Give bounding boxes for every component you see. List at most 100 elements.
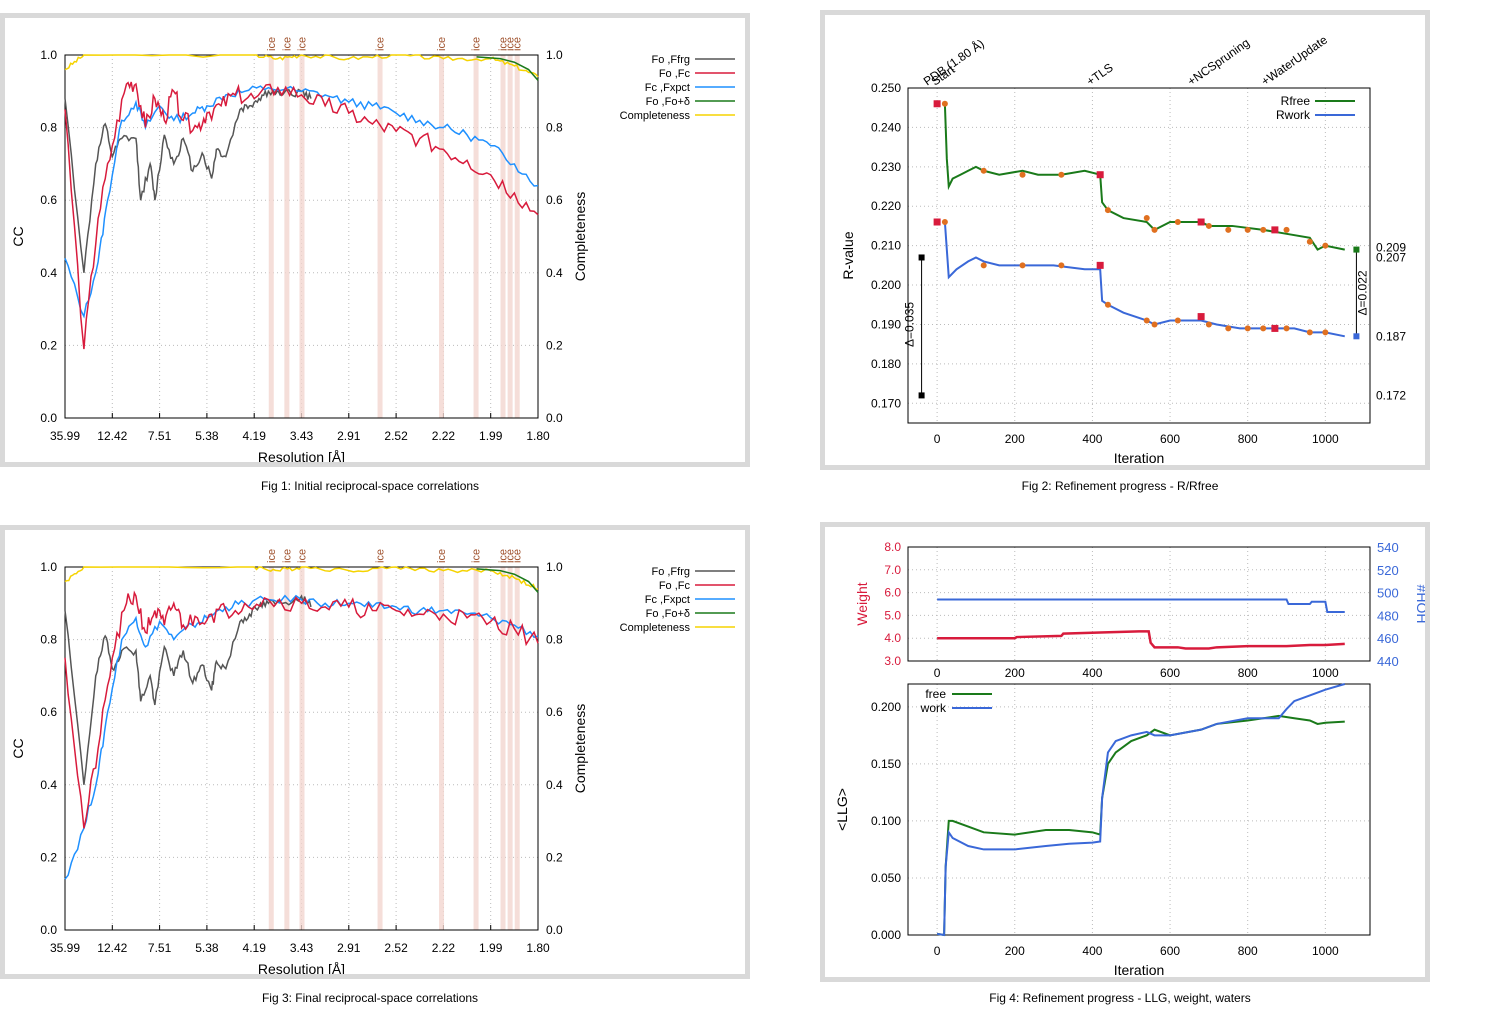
stage-marker [1096, 171, 1104, 179]
x-tick-label: 0 [934, 432, 941, 446]
y-tick-label: 3.0 [884, 654, 901, 668]
y2-tick-label: 500 [1377, 586, 1399, 601]
ice-band [299, 55, 305, 418]
iteration-marker [1143, 317, 1150, 324]
y-tick-label: 0.100 [871, 814, 901, 828]
x-tick-label: 3.43 [290, 429, 314, 443]
legend-label: Fo ,Ffrg [651, 566, 690, 578]
series-line-comp [64, 566, 539, 591]
y-tick-label: 0.200 [871, 278, 901, 292]
ice-label: ice [505, 37, 517, 51]
x-tick-label: 35.99 [50, 941, 80, 955]
y-tick-label: 0.170 [871, 396, 901, 410]
iteration-marker [1205, 222, 1212, 229]
x-tick-label: 2.91 [337, 941, 361, 955]
fig4-chart: 0 200 400 600 800 1000 3.0 4.0 5.0 6.0 7.0 8.0 440 46… [834, 540, 1430, 978]
iteration-marker [941, 219, 948, 225]
stage-marker [933, 100, 941, 108]
x-tick-label: 1.99 [479, 429, 503, 443]
iteration-marker [1151, 321, 1158, 328]
x-tick-label: 0 [934, 944, 941, 958]
ice-band [284, 567, 290, 930]
y2-tick-label: 540 [1377, 540, 1399, 555]
x-tick-label: 4.19 [243, 429, 267, 443]
series-line-fx [64, 85, 539, 319]
series-line-weight [937, 630, 1345, 650]
iteration-marker [1019, 262, 1026, 269]
y-tick-label: 6.0 [884, 586, 901, 600]
x-tick-label: 600 [1160, 666, 1180, 680]
ice-label: ice [281, 549, 293, 563]
series-line-fd [476, 56, 539, 81]
ice-band [473, 55, 479, 418]
fig4-panel: 0 200 400 600 800 1000 3.0 4.0 5.0 6.0 7.0 8.0 440 46… [820, 522, 1430, 982]
y-tick-label: 0.050 [871, 871, 901, 885]
y-axis-label: CC [10, 226, 26, 246]
series-line-free [936, 714, 1345, 937]
series-line-hoh [937, 598, 1345, 613]
x-tick-label: 1000 [1312, 432, 1339, 446]
x-tick-label: 200 [1005, 944, 1025, 958]
series-line-work [936, 683, 1346, 937]
y-tick-label: 0.6 [40, 705, 57, 719]
y2-tick-label: 0.2 [546, 338, 563, 352]
y-tick-label: 0.6 [40, 193, 57, 207]
x-tick-label: 1.80 [526, 429, 550, 443]
fig1-chart: 35.99 12.42 7.51 5.38 4.19 3.43 2.91 2.52 2.22 1.… [10, 37, 735, 465]
fig2-chart: 0 200 400 600 800 1000 0.170 0.180 0.190 0.200 0.2… [840, 32, 1406, 466]
x-tick-label: 400 [1082, 666, 1102, 680]
x-tick-label: 200 [1005, 666, 1025, 680]
y2-tick-label: 520 [1377, 563, 1399, 578]
x-axis-label: Resolution [Å] [258, 449, 345, 462]
ice-band [507, 55, 513, 418]
y-tick-label: 7.0 [884, 563, 901, 577]
delta-cap-left [918, 254, 925, 261]
legend-label: Rfree [1281, 94, 1311, 108]
ice-label: ice [471, 549, 483, 563]
y-tick-label: 0.200 [871, 700, 901, 714]
ice-label: ice [436, 549, 448, 563]
legend-label: Fc ,Fxpct [645, 594, 690, 606]
x-axis-label: Iteration [1114, 450, 1165, 465]
y2-tick-label: 460 [1377, 631, 1399, 646]
x-tick-label: 400 [1082, 944, 1102, 958]
fig1-panel: 35.99 12.42 7.51 5.38 4.19 3.43 2.91 2.52 2.22 1.… [0, 13, 750, 467]
x-tick-label: 1.99 [479, 941, 503, 955]
ice-label: ice [281, 37, 293, 51]
ice-label: ice [498, 37, 510, 51]
x-tick-label: 1.80 [526, 941, 550, 955]
x-tick-label: 800 [1238, 666, 1258, 680]
iteration-marker [1322, 329, 1329, 336]
right-value-label: 0.172 [1376, 388, 1406, 402]
weight-axis-label: Weight [854, 582, 870, 625]
delta-label-right: Δ=0.022 [1355, 270, 1369, 315]
y-tick-label: 0.150 [871, 757, 901, 771]
iteration-marker [1260, 325, 1267, 332]
right-value-label: 0.187 [1376, 329, 1406, 343]
y-tick-label: 0.8 [40, 121, 57, 135]
legend-label: free [925, 687, 946, 701]
x-tick-label: 600 [1160, 432, 1180, 446]
y-tick-label: 0.2 [40, 850, 57, 864]
stage-marker [1197, 313, 1205, 321]
series-line-rfree [943, 103, 1345, 251]
y-tick-label: 1.0 [40, 560, 57, 574]
series-line-fc [64, 81, 539, 350]
ice-label: ice [471, 37, 483, 51]
iteration-marker [1104, 207, 1111, 214]
x-tick-label: 5.38 [195, 429, 219, 443]
y-tick-label: 0.0 [40, 411, 57, 425]
iteration-marker [1058, 171, 1065, 178]
fig3-chart: 35.99 12.42 7.51 5.38 4.19 3.43 2.91 2.52 2.22 1.… [10, 549, 735, 977]
stage-marker [1096, 261, 1104, 269]
y2-tick-label: 0.6 [546, 193, 563, 207]
y2-tick-label: 480 [1377, 608, 1399, 623]
series-line-fc [64, 590, 539, 829]
plot-frame [907, 87, 1371, 424]
iteration-marker [1104, 301, 1111, 308]
y-axis-label: CC [10, 738, 26, 758]
ice-label: ice [266, 37, 278, 51]
ice-label: ice [375, 37, 387, 51]
fig3-panel: 35.99 12.42 7.51 5.38 4.19 3.43 2.91 2.52 2.22 1.… [0, 525, 750, 979]
x-tick-label: 800 [1238, 944, 1258, 958]
